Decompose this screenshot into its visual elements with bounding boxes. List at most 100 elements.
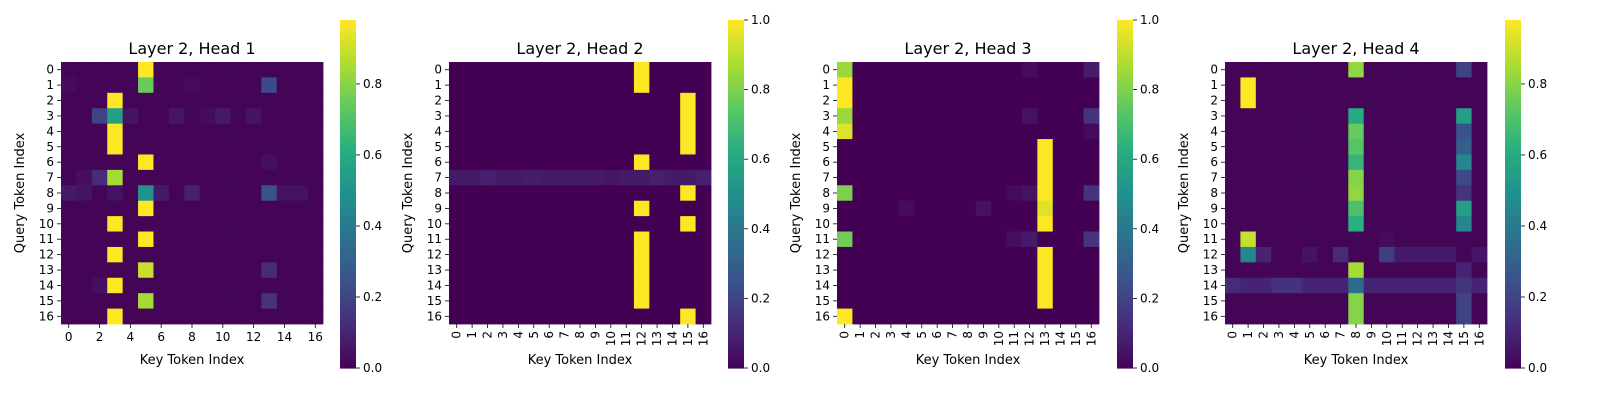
heatmap-cell-r11-c5 [526, 231, 542, 248]
colorbar-segment [728, 188, 744, 192]
heatmap-cell-r5-c15 [1068, 139, 1084, 155]
heatmap-cell-r14-c8 [572, 277, 589, 294]
heatmap-cell-r14-c2 [1255, 277, 1272, 294]
colorbar-segment [728, 95, 744, 99]
colorbar-segment [728, 289, 744, 294]
heatmap-cell-r8-c8 [184, 185, 201, 202]
colorbar-segment [340, 153, 356, 157]
colorbar-segment [1117, 98, 1133, 102]
heatmap-cell-r12-c1 [464, 246, 481, 263]
x-tick-label: 2 [869, 331, 883, 339]
y-tick-label: 16 [815, 309, 830, 323]
heatmap-cell-r16-c13 [261, 308, 278, 325]
heatmap-cell-r12-c4 [898, 246, 915, 263]
colorbar-segment [1505, 89, 1521, 94]
colorbar-segment [1505, 72, 1521, 76]
heatmap-cell-r1-c1 [852, 77, 869, 94]
heatmap-cell-r12-c9 [1363, 246, 1380, 263]
heatmap-panel-4: Layer 2, Head 40123456789101112131415160… [1177, 20, 1547, 375]
colorbar-segment [340, 292, 356, 297]
heatmap-cell-r13-c12 [1021, 262, 1038, 279]
colorbar-segment [1117, 318, 1133, 323]
heatmap-cell-r1-c5 [526, 77, 542, 94]
colorbar-segment [1505, 86, 1521, 91]
heatmap-cell-r5-c15 [680, 139, 696, 155]
heatmap-cell-r7-c8 [184, 169, 201, 186]
heatmap-cell-r12-c13 [261, 246, 278, 263]
heatmap-cell-r1-c4 [122, 77, 139, 94]
colorbar-segment [1505, 246, 1521, 250]
heatmap-cell-r0-c6 [929, 62, 946, 78]
heatmap-cell-r10-c11 [618, 216, 635, 232]
heatmap-cell-r4-c7 [944, 123, 961, 140]
heatmap-cell-r7-c9 [1363, 169, 1380, 186]
heatmap-cell-r13-c9 [1363, 262, 1380, 279]
heatmap-cell-r3-c8 [960, 108, 977, 125]
heatmap-cell-r11-c16 [695, 231, 712, 248]
heatmap-cell-r4-c0 [837, 123, 853, 140]
heatmap-cell-r16-c16 [695, 308, 712, 325]
heatmap-cell-r15-c0 [61, 293, 77, 309]
heatmap-cell-r0-c4 [898, 62, 915, 78]
heatmap-cell-r7-c5 [1302, 169, 1318, 186]
colorbar-segment [1505, 182, 1521, 186]
y-tick-label: 15 [1203, 294, 1218, 308]
colorbar-segment [1117, 220, 1133, 224]
heatmap-cell-r8-c5 [526, 185, 542, 202]
heatmap-cell-r16-c5 [526, 308, 542, 325]
heatmap-cell-r16-c14 [1440, 308, 1457, 325]
heatmap-cell-r10-c1 [1240, 216, 1257, 232]
heatmap-cell-r8-c16 [1471, 185, 1488, 202]
heatmap-cell-r10-c10 [991, 216, 1007, 232]
heatmap-cell-r13-c16 [1083, 262, 1100, 279]
heatmap-cell-r14-c3 [107, 277, 124, 294]
heatmap-cell-r3-c16 [1083, 108, 1100, 125]
heatmap-cell-r1-c6 [153, 77, 170, 94]
heatmap-cell-r7-c11 [230, 169, 247, 186]
heatmap-cell-r9-c4 [122, 200, 139, 217]
heatmap-cell-r8-c16 [695, 185, 712, 202]
heatmap-cell-r14-c4 [510, 277, 527, 294]
colorbar-segment [728, 20, 744, 24]
heatmap-cell-r14-c7 [944, 277, 961, 294]
heatmap-cell-r10-c8 [184, 216, 201, 232]
heatmap-cell-r11-c0 [837, 231, 853, 248]
colorbar-segment [340, 324, 356, 328]
colorbar-segment [1117, 191, 1133, 195]
heatmap-cell-r15-c6 [929, 293, 946, 309]
colorbar-segment [1505, 43, 1521, 47]
colorbar-tick-label: 0.4 [363, 219, 382, 233]
heatmap-cell-r16-c8 [960, 308, 977, 325]
heatmap-cell-r2-c5 [526, 92, 542, 109]
heatmap-cell-r3-c2 [1255, 108, 1272, 125]
colorbar-segment [340, 133, 356, 137]
heatmap-cell-r9-c15 [680, 200, 696, 217]
heatmap-cell-r7-c14 [664, 169, 681, 186]
y-tick-label: 14 [39, 278, 54, 292]
heatmap-cell-r14-c11 [230, 277, 247, 294]
colorbar-segment [728, 46, 744, 50]
heatmap-cell-r15-c4 [510, 293, 527, 309]
colorbar-segment [340, 257, 356, 262]
heatmap-cell-r14-c16 [307, 277, 324, 294]
colorbar-segment [340, 362, 356, 366]
heatmap-cell-r2-c15 [1068, 92, 1084, 109]
colorbar-segment [1505, 57, 1521, 62]
heatmap-cell-r15-c5 [138, 293, 154, 309]
heatmap-cell-r2-c1 [464, 92, 481, 109]
heatmap-cell-r1-c9 [975, 77, 992, 94]
heatmap-cell-r2-c15 [680, 92, 696, 109]
heatmap-cell-r0-c9 [199, 62, 216, 78]
heatmap-cell-r6-c16 [1083, 154, 1100, 171]
heatmap-cell-r7-c7 [1332, 169, 1349, 186]
heatmap-cell-r1-c8 [572, 77, 589, 94]
colorbar-segment [1117, 243, 1133, 247]
colorbar-segment [1505, 150, 1521, 154]
y-tick-label: 0 [434, 63, 442, 77]
heatmap-cell-r2-c7 [1332, 92, 1349, 109]
heatmap-cell-r4-c3 [107, 123, 124, 140]
y-tick-label: 4 [1210, 124, 1218, 138]
heatmap-cell-r4-c13 [261, 123, 278, 140]
heatmap-cell-r14-c16 [695, 277, 712, 294]
heatmap-cell-r13-c14 [276, 262, 293, 279]
